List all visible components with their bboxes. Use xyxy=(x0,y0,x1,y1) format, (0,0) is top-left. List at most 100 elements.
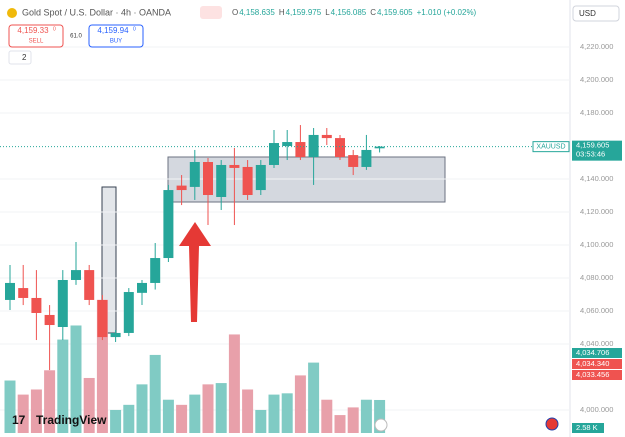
volume-bar xyxy=(242,389,254,433)
volume-bar xyxy=(308,362,320,433)
y-tick-label: 4,120.000 xyxy=(580,207,613,216)
spread: 61.0 xyxy=(70,34,82,40)
ohlc-value: 4,159.605 xyxy=(377,8,413,17)
side-label: 4,034.706 xyxy=(576,348,609,357)
volume-bar xyxy=(44,370,56,433)
ohlc-key: L xyxy=(325,8,330,17)
ohlc-value: 4,159.975 xyxy=(286,8,322,17)
ohlc-value: 4,156.085 xyxy=(331,8,367,17)
y-tick-label: 4,220.000 xyxy=(580,42,613,51)
y-tick-label: 4,100.000 xyxy=(580,240,613,249)
last-price-tag: 4,159.605 xyxy=(576,141,609,150)
currency-select[interactable] xyxy=(572,5,620,22)
y-tick-label: 4,140.000 xyxy=(580,174,613,183)
candle-body xyxy=(150,258,161,283)
candle-body xyxy=(361,149,372,167)
volume-bar xyxy=(136,384,148,433)
flag-icon[interactable] xyxy=(545,417,559,431)
side-label-bg xyxy=(572,370,622,380)
sell-label: SELL xyxy=(29,39,44,45)
ohlc-key: C xyxy=(370,8,376,17)
brand-logo-mark: 17 xyxy=(12,413,26,427)
candle-body xyxy=(242,166,253,196)
candle-body xyxy=(295,142,306,158)
volume-bar xyxy=(30,389,42,433)
side-label-bg xyxy=(572,348,622,358)
volume-bar xyxy=(70,325,82,433)
y-tick-label: 4,040.000 xyxy=(580,339,613,348)
volume-bar xyxy=(374,399,386,433)
candle-body xyxy=(308,134,319,158)
collapse-button[interactable] xyxy=(8,50,32,65)
sell-sup: 0 xyxy=(53,26,56,32)
candle-body xyxy=(18,288,29,298)
candle-body xyxy=(97,299,108,338)
zone-rectangle xyxy=(101,186,117,334)
volume-bar xyxy=(347,407,359,433)
brand: TradingView xyxy=(36,413,107,427)
volume-bar xyxy=(176,404,188,433)
candle-body xyxy=(269,143,279,165)
volume-bar xyxy=(110,409,122,433)
volume-bar xyxy=(4,380,16,433)
flag-button[interactable] xyxy=(200,6,222,19)
candle-body xyxy=(44,314,55,326)
ohlc-key: O xyxy=(232,8,238,17)
candle-body xyxy=(123,292,134,333)
buy-price: 4,159.94 xyxy=(97,26,129,35)
candle-body xyxy=(216,164,227,197)
buy-label: BUY xyxy=(110,39,122,45)
volume-bar xyxy=(281,393,293,433)
countdown: 03:53:46 xyxy=(576,150,605,159)
volume-bar xyxy=(123,404,135,433)
volume-bar xyxy=(334,415,346,433)
symbol-tag: XAUUSD xyxy=(536,143,565,150)
candle-body xyxy=(176,185,187,191)
arrow-annotation xyxy=(179,222,211,322)
volume-bar xyxy=(255,409,267,433)
candle-body xyxy=(71,270,81,280)
y-tick-label: 4,080.000 xyxy=(580,273,613,282)
volume-tag-bg xyxy=(572,423,604,433)
last-price-tag-bg xyxy=(572,140,622,161)
y-tick-label: 4,000.000 xyxy=(580,405,613,414)
volume-bar xyxy=(17,394,29,433)
volume-bar xyxy=(96,299,108,433)
symbol-title: Gold Spot / U.S. Dollar · 4h · OANDA xyxy=(22,7,171,17)
settings-icon[interactable] xyxy=(374,418,388,432)
volume-bar xyxy=(321,399,333,433)
candle-body xyxy=(374,146,385,149)
volume-bar xyxy=(57,339,69,433)
symbol-tag-bg xyxy=(532,141,570,153)
volume-bar xyxy=(189,394,201,433)
candle-body xyxy=(163,190,174,259)
sell-button[interactable] xyxy=(8,24,64,48)
candle-body xyxy=(282,142,293,146)
volume-tag: 2.58 K xyxy=(576,423,598,432)
volume-bar xyxy=(215,383,227,433)
sell-price: 4,159.33 xyxy=(17,26,49,35)
y-tick-label: 4,060.000 xyxy=(580,306,613,315)
volume-bar xyxy=(202,384,214,433)
volume-bar xyxy=(83,377,95,433)
volume-bar xyxy=(268,394,280,433)
candle-body xyxy=(110,332,121,338)
candle-body xyxy=(5,282,15,300)
symbol-icon xyxy=(7,8,17,18)
candle-body xyxy=(203,162,213,196)
volume-bar xyxy=(162,399,174,433)
side-label-bg xyxy=(572,359,622,369)
y-tick-label: 4,180.000 xyxy=(580,108,613,117)
change: +1.010 (+0.02%) xyxy=(417,8,477,17)
currency: USD xyxy=(579,9,596,18)
collapse-count: 2 xyxy=(22,53,27,62)
volume-bar xyxy=(228,334,240,433)
side-label: 4,034.340 xyxy=(576,359,609,368)
candle-body xyxy=(137,282,147,293)
volume-bar xyxy=(294,375,306,433)
candle-body xyxy=(57,279,68,328)
ohlc-value: 4,158.635 xyxy=(239,8,275,17)
buy-button[interactable] xyxy=(88,24,144,48)
candle-body xyxy=(229,164,240,168)
